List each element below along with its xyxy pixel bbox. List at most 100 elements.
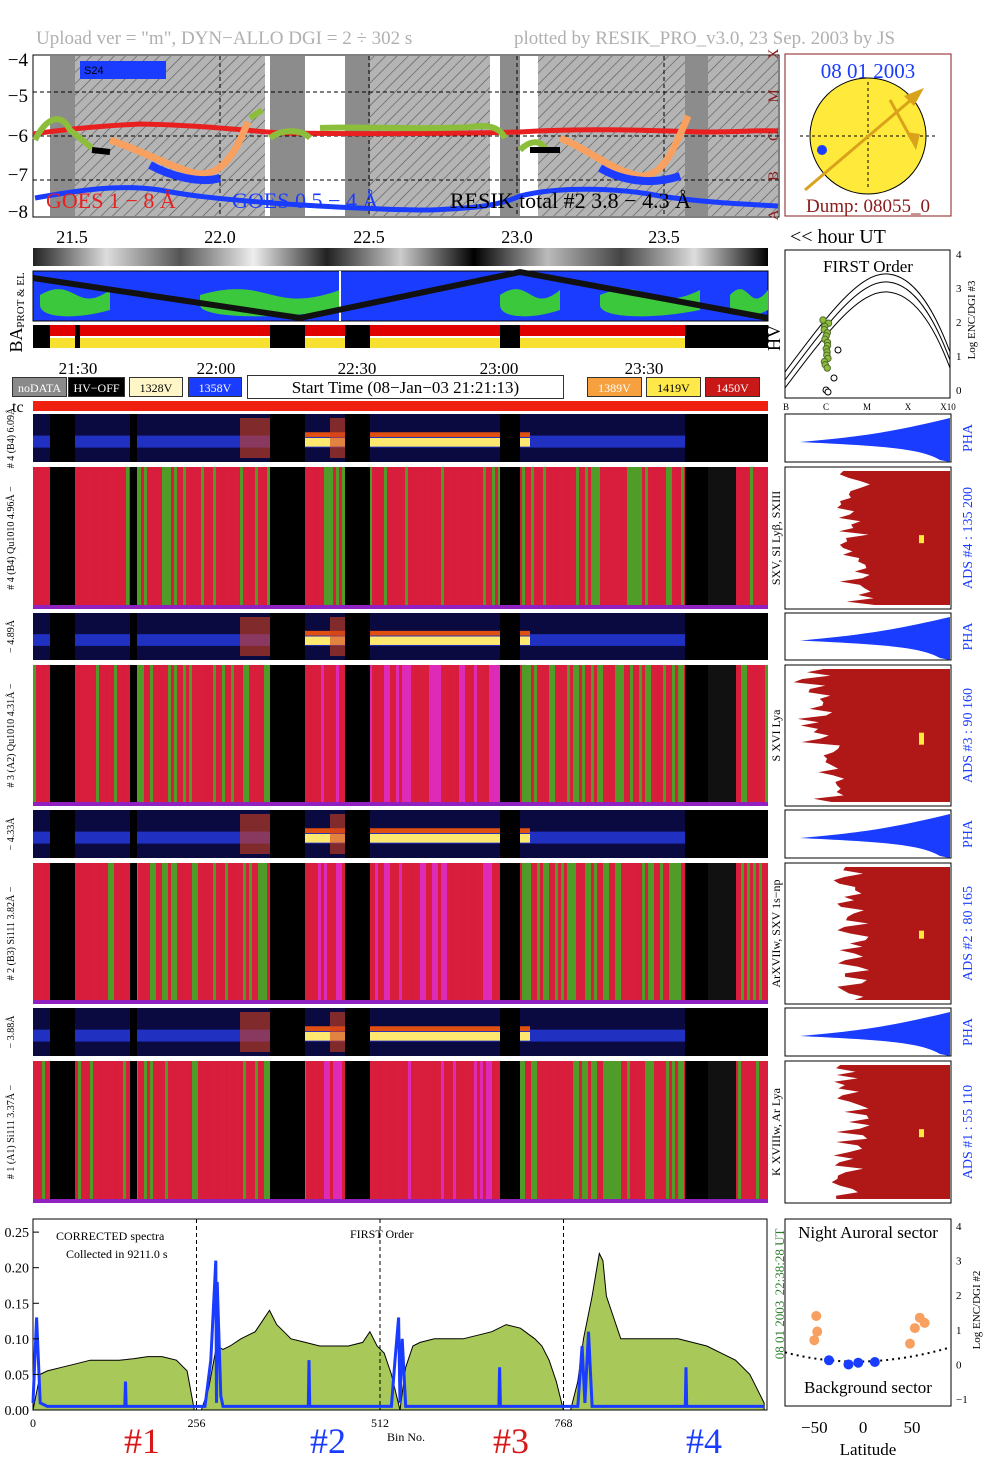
spectrogram-column (531, 467, 534, 609)
spectrogram-column (240, 1061, 243, 1203)
spectrogram-column (591, 1061, 594, 1203)
spectrogram-column (663, 665, 666, 806)
spectrogram-column (243, 863, 246, 1004)
first-order-curve-1 (784, 281, 951, 381)
spectral-line-label: K XVIIIw, Ar Lya (769, 1087, 783, 1176)
spectrogram-column (36, 467, 39, 609)
spectrogram-column (171, 467, 174, 609)
spectrogram-column (249, 863, 252, 1004)
spectrogram-column (114, 863, 117, 1004)
spectrogram-column (627, 1061, 630, 1203)
latitude-background-curve (784, 1346, 952, 1363)
spectrogram-column (621, 665, 624, 806)
goes-y-tick-label: −5 (8, 86, 28, 107)
goes-class-label: A (766, 209, 782, 220)
first-order-points (819, 316, 842, 396)
spectrogram-column (78, 665, 81, 806)
pha-band-bright (520, 636, 530, 645)
spectrogram-gap-end (708, 1061, 736, 1203)
spectrogram-column (756, 1061, 759, 1203)
spectrogram-column (564, 467, 567, 609)
spectrum-axes: 0.25 0.20 0.15 0.10 0.05 0.000 256 512 768 (5, 1226, 573, 1430)
latitude-y-tick: 2 (956, 1290, 962, 1302)
spectrogram-column (681, 665, 684, 806)
spectrogram-column (528, 1061, 531, 1203)
spectrogram-column (144, 1061, 147, 1203)
first-order-open-point (824, 388, 832, 396)
orbit-time-label: 22:30 (338, 359, 377, 378)
spectrogram-column (90, 1061, 93, 1203)
spectrogram-column (678, 665, 681, 806)
spectrogram-bottom-band (33, 1199, 768, 1203)
spectrogram-column (207, 665, 210, 806)
goes-x-tick-label: 22.0 (204, 227, 236, 247)
spectrogram-column (87, 863, 90, 1004)
spectrogram-column (45, 863, 48, 1004)
satellite-position-marker (817, 145, 827, 155)
pha-band-bright (520, 438, 530, 447)
spectrogram-column (225, 863, 228, 1004)
spectrogram-column (246, 665, 249, 806)
pha-band-bright (305, 438, 345, 447)
spectrogram-column (567, 665, 570, 806)
spectrogram-column (414, 665, 417, 806)
pha-gap (270, 810, 305, 858)
first-order-frame (784, 249, 951, 399)
spectrogram-column (561, 863, 564, 1004)
spectrogram-column (630, 467, 633, 609)
spectrum-y-tick-label: 0.05 (5, 1368, 30, 1383)
spectrogram-column (672, 665, 675, 806)
spectrogram-column (231, 863, 234, 1004)
spectrogram-column (483, 467, 486, 609)
spectrogram-column (384, 863, 387, 1004)
spectrogram-column (105, 665, 108, 806)
status-1450v: 1450V (705, 377, 760, 397)
spectrogram-column (486, 467, 489, 609)
spectrogram-column (570, 863, 573, 1004)
spectrogram-gap (50, 665, 75, 806)
spectrogram-gap (345, 665, 370, 806)
goes-x-tick-label: 23.0 (501, 227, 533, 247)
pha-gap (685, 613, 708, 660)
spectrogram-column (594, 863, 597, 1004)
spectrogram-column (390, 665, 393, 806)
spectrogram-column (573, 665, 576, 806)
latitude-y-tick: 4 (956, 1221, 962, 1233)
status-1358v: 1358V (188, 377, 242, 397)
pha-band-orange (305, 630, 345, 636)
first-order-y-tick: 3 (956, 283, 962, 295)
spectrogram-column (540, 863, 543, 1004)
spectrogram-column (756, 665, 759, 806)
hour-ut-label: << hour UT (790, 226, 886, 248)
spectrogram-column (168, 863, 171, 1004)
spectrogram-column (420, 1061, 423, 1203)
spectrogram-column (330, 665, 333, 806)
spectrogram-column (567, 863, 570, 1004)
spectrogram-column (441, 863, 444, 1004)
spectrogram-column (618, 1061, 621, 1203)
spectrogram-column (576, 467, 579, 609)
dump-label: Dump: 08055_0 (806, 196, 930, 217)
goes-y-tick-label: −8 (8, 202, 28, 223)
section-label: #1 (124, 1421, 160, 1461)
spectrogram-column (111, 863, 114, 1004)
spectrogram-column (258, 1061, 261, 1203)
pha-gap (685, 1008, 708, 1056)
spectrogram-column (174, 665, 177, 806)
spectrogram-column (369, 665, 372, 806)
pha-band-orange (370, 1026, 500, 1032)
spectrogram-column (663, 467, 666, 609)
spectrogram-column (621, 467, 624, 609)
spectrogram-column (492, 665, 495, 806)
spectrogram-column (384, 467, 387, 609)
spectrogram-column (609, 1061, 612, 1203)
pha-gap-end (708, 613, 768, 660)
pha-band-bright (520, 1032, 530, 1041)
spectrogram-column (327, 467, 330, 609)
status-1328v: 1328V (129, 377, 183, 397)
spectrogram-column (237, 467, 240, 609)
spectrogram-column (327, 1061, 330, 1203)
spectrogram-column (567, 467, 570, 609)
spectrogram-column (765, 467, 768, 609)
spectrogram-column (666, 863, 669, 1004)
